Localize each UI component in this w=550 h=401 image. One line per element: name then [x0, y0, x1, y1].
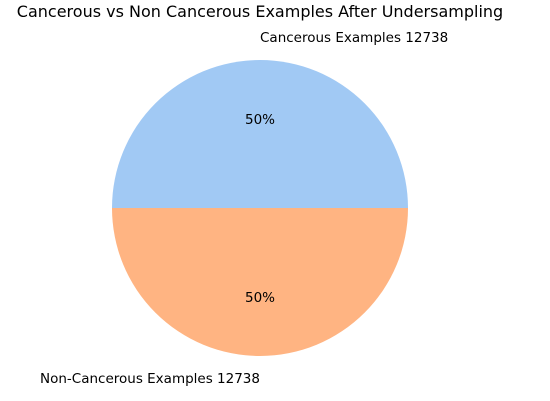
pie-percent-label-1: 50% — [245, 112, 275, 128]
pie-slice-label-2: Non-Cancerous Examples 12738 — [40, 371, 260, 387]
pie-slices — [112, 60, 408, 356]
pie-slice-2 — [112, 208, 408, 356]
chart-title: Cancerous vs Non Cancerous Examples Afte… — [17, 2, 503, 21]
pie-slice-1 — [112, 60, 408, 208]
pie-labels: 50% Cancerous Examples 12738 50% Non-Cancer… — [40, 30, 448, 387]
pie-slice-label-1: Cancerous Examples 12738 — [260, 30, 448, 46]
pie-percent-label-2: 50% — [245, 290, 275, 306]
